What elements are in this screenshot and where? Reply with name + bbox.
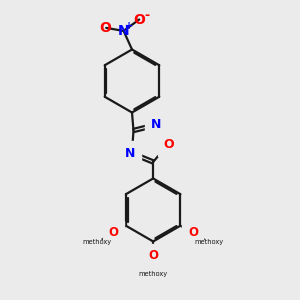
Text: methoxy: methoxy [83, 239, 112, 245]
Text: O: O [148, 249, 158, 262]
Text: N: N [151, 118, 161, 131]
Text: O: O [164, 138, 174, 151]
Text: O: O [108, 226, 118, 239]
Text: +: + [125, 21, 133, 32]
Text: -: - [144, 9, 149, 22]
Text: methoxy: methoxy [139, 272, 168, 278]
Text: O: O [133, 13, 145, 26]
Text: O: O [100, 21, 112, 35]
Text: N: N [125, 147, 136, 160]
Text: O: O [188, 226, 198, 239]
Text: methoxy: methoxy [194, 239, 224, 245]
Text: N: N [118, 24, 129, 38]
